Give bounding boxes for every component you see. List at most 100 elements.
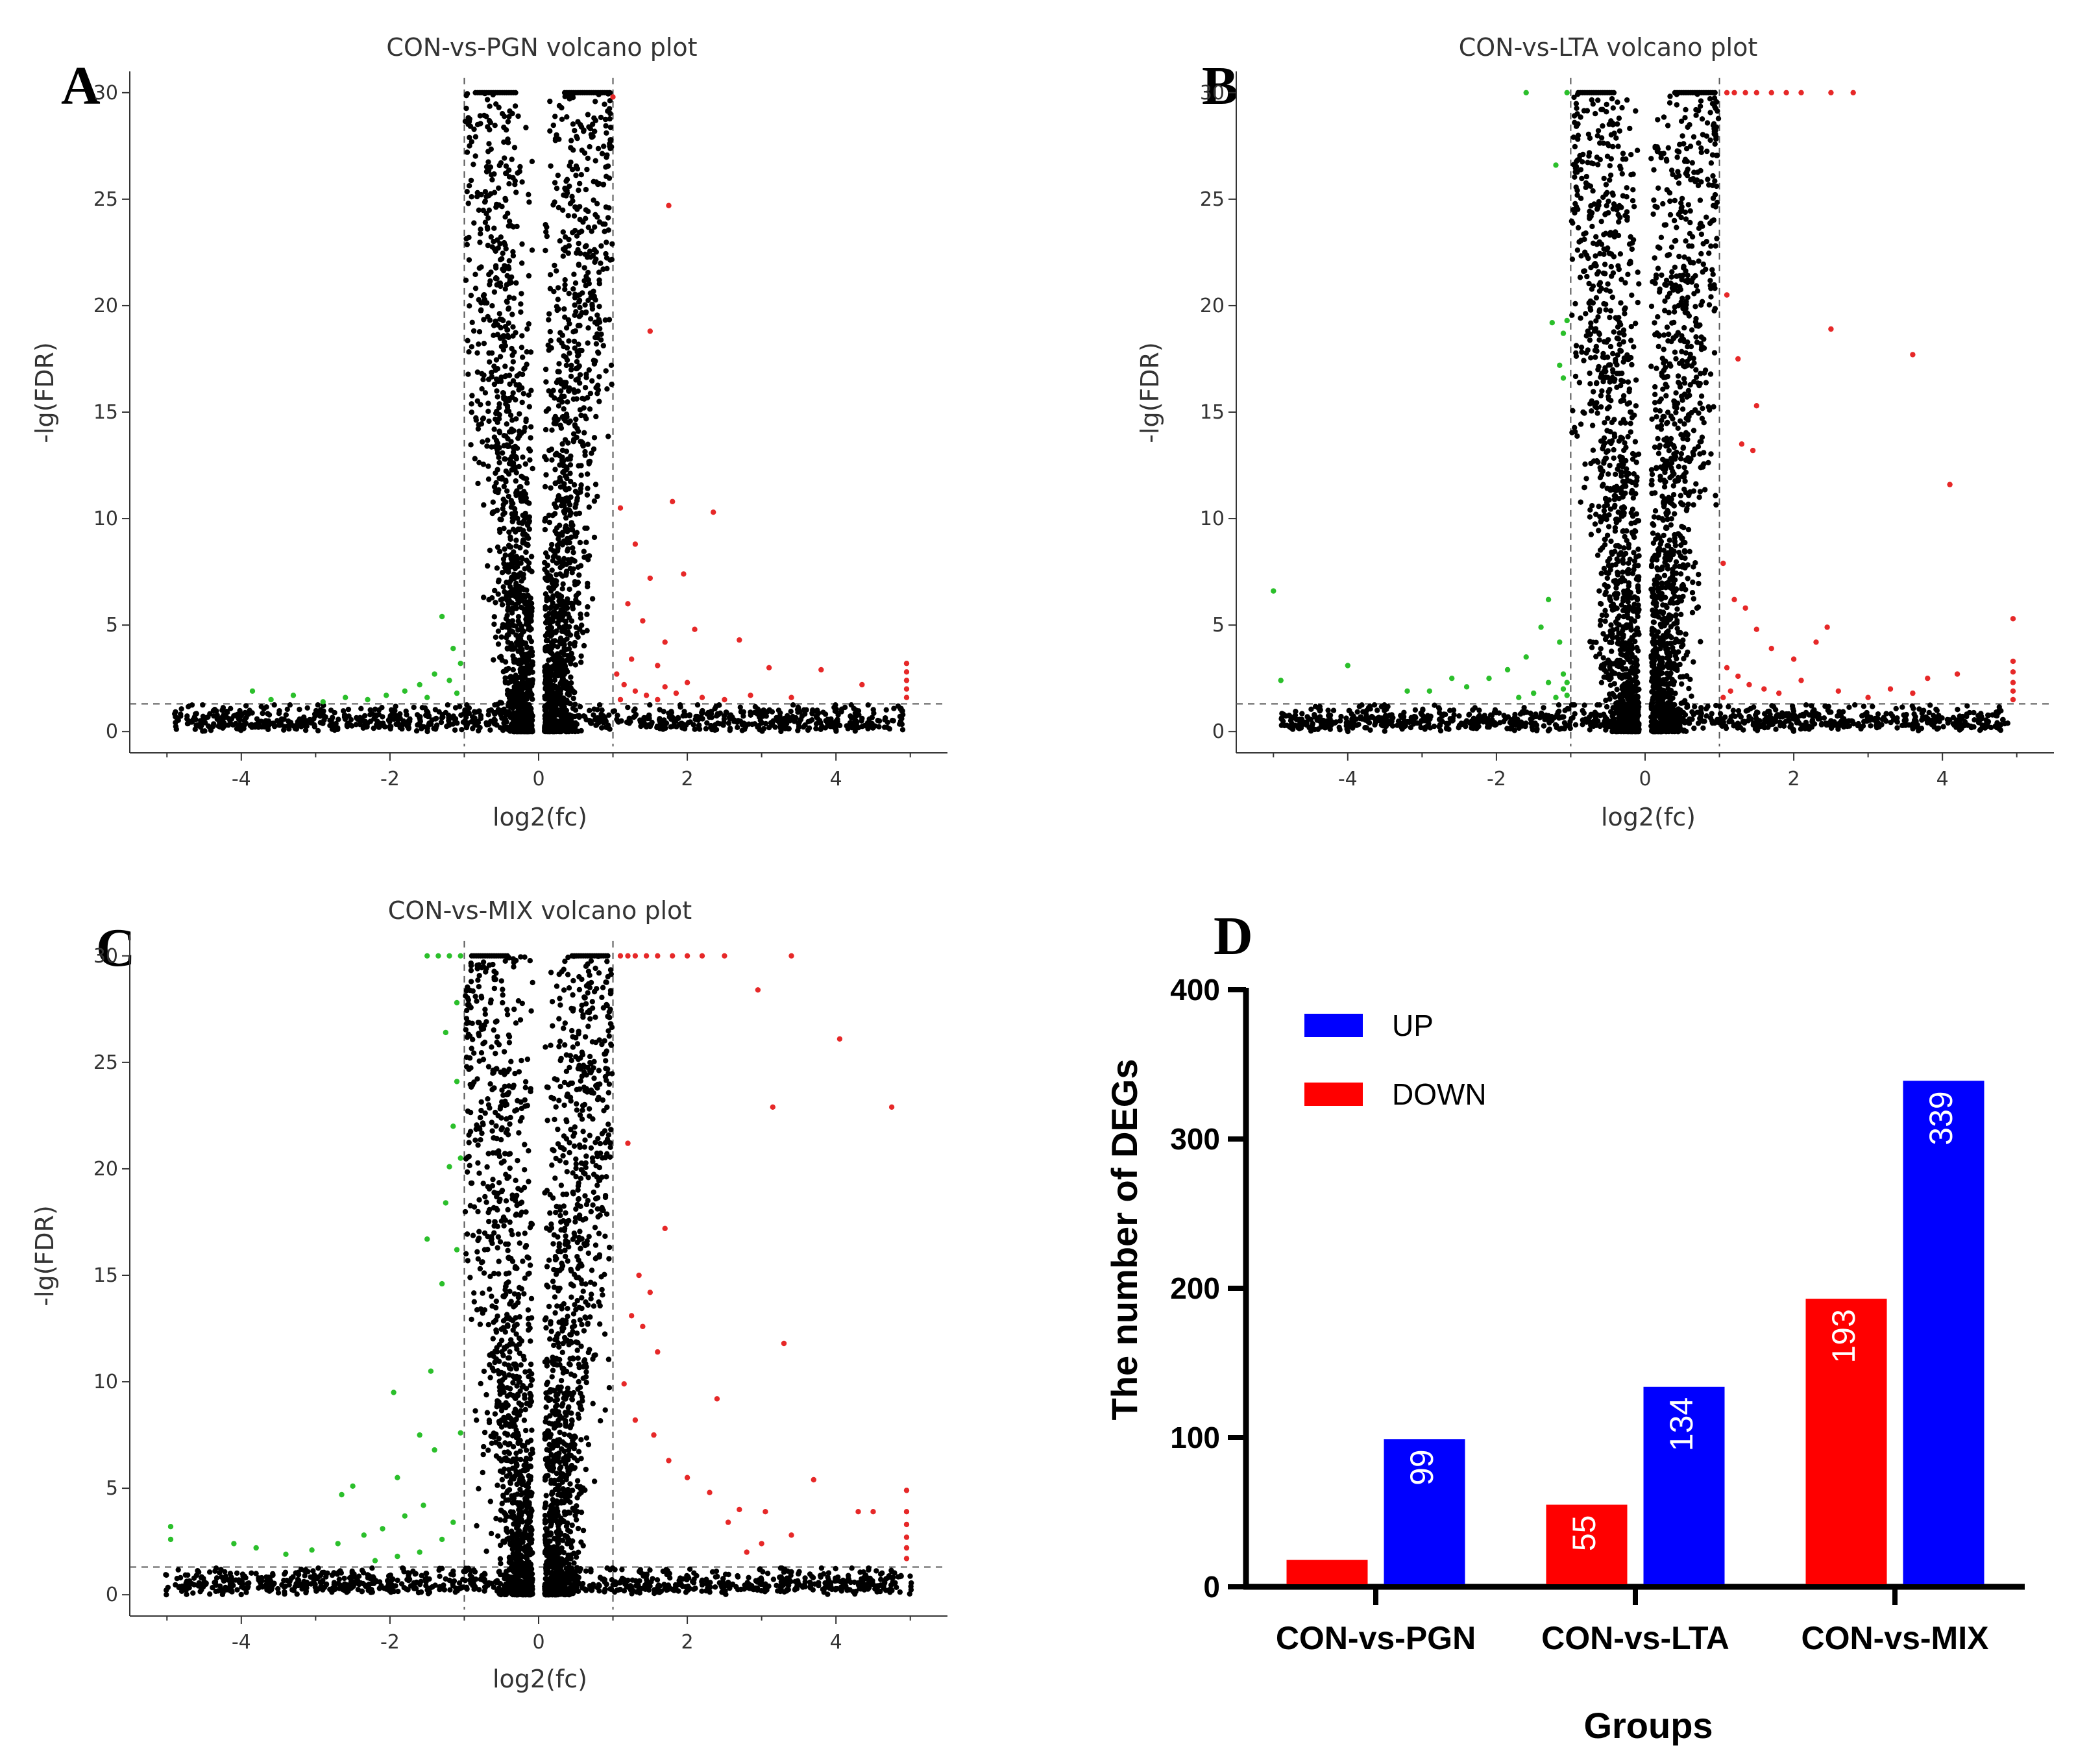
scatter-point — [519, 291, 524, 297]
scatter-point — [472, 715, 478, 721]
scatter-point — [1338, 713, 1344, 720]
scatter-point — [573, 511, 579, 517]
scatter-point — [740, 709, 747, 715]
scatter-point — [504, 580, 511, 586]
scatter-point — [1888, 711, 1894, 717]
scatter-point — [563, 448, 570, 454]
scatter-point — [549, 664, 555, 670]
scatter-point — [528, 435, 533, 441]
scatter-point — [596, 269, 602, 275]
scatter-point — [604, 386, 610, 392]
scatter-point — [589, 450, 594, 456]
scatter-point — [1572, 722, 1579, 728]
scatter-point — [511, 295, 517, 301]
scatter-point — [583, 186, 589, 193]
scatter-point — [466, 234, 472, 241]
scatter-point — [499, 657, 505, 663]
scatter-point — [432, 671, 437, 677]
scatter-point — [367, 718, 373, 724]
scatter-point — [1314, 717, 1320, 723]
scatter-point — [1546, 713, 1552, 719]
scatter-point — [510, 449, 517, 455]
scatter-point — [1356, 722, 1362, 728]
ns-points — [1278, 90, 2010, 735]
scatter-point — [1663, 443, 1669, 449]
scatter-point — [557, 571, 563, 577]
scatter-point — [388, 724, 394, 729]
scatter-point — [1971, 724, 1977, 730]
scatter-point — [522, 724, 528, 730]
y-tick-label: 10 — [1200, 508, 1225, 530]
scatter-point — [1569, 256, 1576, 262]
scatter-point — [544, 233, 550, 239]
scatter-point — [468, 293, 474, 299]
scatter-point — [559, 340, 565, 346]
scatter-point — [584, 166, 590, 173]
scatter-point — [302, 728, 309, 733]
scatter-point — [632, 688, 639, 694]
scatter-point — [513, 492, 519, 498]
scatter-point — [450, 646, 456, 652]
scatter-point — [1600, 123, 1606, 129]
scatter-point — [1321, 717, 1326, 724]
scatter-point — [556, 692, 561, 699]
scatter-point — [578, 312, 583, 319]
scatter-point — [833, 727, 839, 733]
scatter-point — [491, 434, 498, 440]
scatter-point — [568, 510, 574, 516]
scatter-point — [364, 724, 370, 730]
scatter-point — [1689, 160, 1695, 166]
scatter-point — [576, 299, 582, 305]
scatter-point — [510, 517, 516, 524]
scatter-point — [687, 713, 692, 718]
scatter-point — [506, 544, 513, 550]
scatter-point — [803, 707, 809, 713]
scatter-point — [657, 716, 663, 722]
scatter-point — [513, 529, 519, 535]
scatter-point — [1524, 709, 1530, 715]
scatter-point — [493, 416, 498, 423]
scatter-point — [526, 392, 531, 398]
scatter-point — [662, 639, 668, 645]
scatter-point — [509, 618, 515, 624]
scatter-point — [576, 572, 582, 578]
scatter-point — [552, 180, 558, 186]
scatter-point — [507, 381, 513, 387]
scatter-point — [491, 426, 497, 432]
scatter-point — [506, 258, 512, 264]
scatter-point — [287, 702, 293, 708]
scatter-point — [1312, 713, 1317, 718]
scatter-point — [505, 639, 511, 645]
scatter-point — [570, 550, 576, 556]
scatter-point — [507, 456, 513, 462]
scatter-point — [567, 201, 574, 206]
scatter-point — [481, 112, 487, 119]
scatter-point — [557, 238, 563, 244]
scatter-point — [561, 538, 567, 544]
scatter-point — [477, 239, 483, 245]
scatter-point — [580, 630, 586, 635]
scatter-point — [582, 251, 588, 257]
scatter-point — [512, 685, 518, 691]
scatter-point — [526, 199, 532, 205]
scatter-point — [506, 167, 512, 173]
scatter-point — [852, 728, 859, 734]
scatter-point — [510, 359, 516, 365]
scatter-point — [1389, 717, 1395, 723]
scatter-point — [501, 394, 507, 400]
scatter-point — [242, 717, 248, 722]
scatter-point — [1382, 713, 1389, 718]
scatter-point — [488, 146, 494, 152]
scatter-point — [1717, 711, 1724, 717]
scatter-point — [1354, 709, 1360, 715]
scatter-point — [903, 678, 910, 683]
scatter-point — [465, 115, 471, 121]
scatter-point — [510, 728, 516, 734]
scatter-point — [585, 340, 591, 346]
scatter-point — [469, 393, 475, 398]
scatter-point — [1541, 723, 1547, 729]
scatter-point — [1689, 709, 1695, 715]
scatter-point — [778, 726, 784, 731]
scatter-point — [587, 458, 593, 465]
